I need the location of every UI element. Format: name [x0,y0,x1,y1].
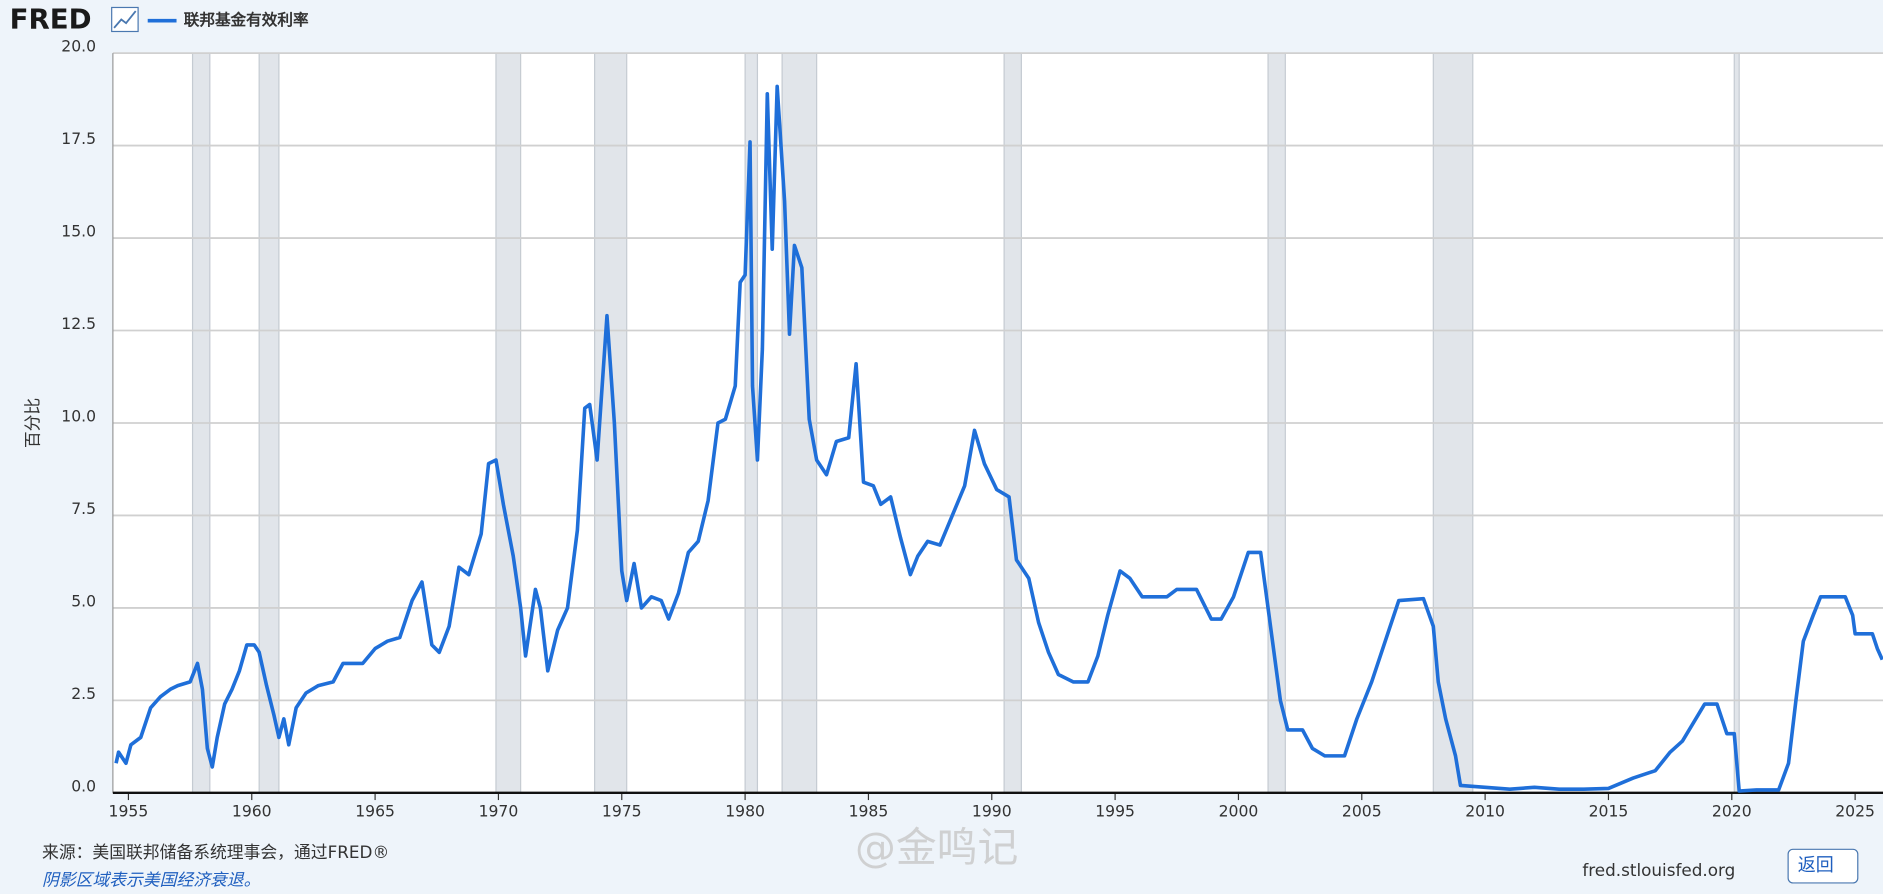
x-tick-label: 2005 [1342,803,1382,821]
data-line [114,84,1883,793]
x-tick-label: 1960 [232,803,272,821]
y-tick-label: 2.5 [71,685,96,703]
watermark: @金鸣记 [855,824,1018,872]
back-button[interactable] [1787,848,1859,884]
y-tick-label: 12.5 [61,315,96,333]
y-tick-label: 17.5 [61,130,96,148]
x-tick-label: 1990 [972,803,1012,821]
x-tick-label: 1970 [479,803,519,821]
chart-icon [111,6,139,33]
y-tick-label: 7.5 [71,500,96,518]
y-tick-label: 0.0 [71,777,96,795]
y-tick-label: 15.0 [61,223,96,241]
x-tick-label: 1975 [602,803,642,821]
y-tick-label: 20.0 [61,38,96,56]
x-tick-label: 2020 [1712,803,1752,821]
x-tick-label: 1965 [355,803,395,821]
x-tick-label: 2025 [1835,803,1875,821]
y-axis-label: 百分比 [23,398,43,448]
logo: FRED [10,3,92,36]
y-tick-label: 5.0 [71,592,96,610]
x-tick-label: 2000 [1219,803,1259,821]
plot: 0.0 2.5 5.0 7.5 10.0 12.5 15.0 17.5 20.0 1955 1960… [61,38,1883,821]
x-tick-label: 1995 [1095,803,1135,821]
x-tick-label: 1980 [725,803,765,821]
x-tick-label: 2010 [1465,803,1505,821]
note: 阴影区域表示美国经济衰退。 [42,870,260,890]
site: fred.stlouisfed.org [1582,860,1735,880]
x-tick-label: 2015 [1589,803,1629,821]
back-button-label[interactable]: 返回 [1798,855,1834,876]
x-tick-label: 1985 [849,803,889,821]
x-tick-label: 1955 [109,803,149,821]
source: 来源：美国联邦储备系统理事会，通过FRED® [42,842,389,862]
legend-label: 联邦基金有效利率 [184,10,309,29]
y-tick-label: 10.0 [61,407,96,425]
chart-icon-line [113,10,137,29]
